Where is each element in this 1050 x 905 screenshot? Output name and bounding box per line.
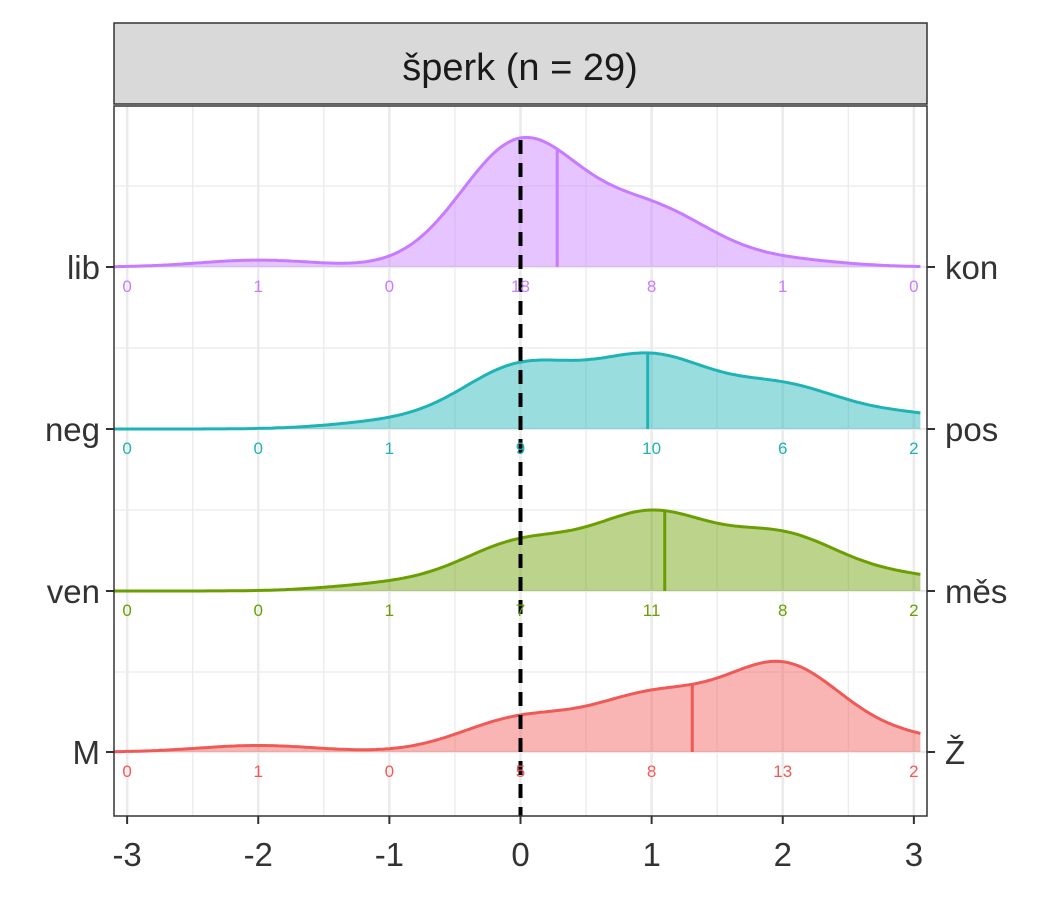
label-layer: 0 1 0 18 8 1 00 0 1 9 10 6 20 0 1 7 11 8 20 1 0 5 8 13 2 bbox=[122, 277, 918, 781]
count-label: 0 bbox=[122, 762, 131, 781]
count-label: 0 bbox=[254, 601, 263, 620]
y-label-right-Ž: Ž bbox=[945, 734, 965, 771]
count-label: 1 bbox=[385, 601, 394, 620]
ridge-line-neg bbox=[114, 351, 921, 431]
y-label-left-neg: neg bbox=[45, 411, 100, 448]
ridge-area-ven bbox=[114, 510, 921, 591]
x-tick-label: -3 bbox=[112, 836, 141, 873]
count-label: 0 bbox=[122, 439, 131, 458]
y-label-right-kon: kon bbox=[945, 249, 998, 286]
ridge-line-M bbox=[113, 659, 921, 754]
count-label: 2 bbox=[909, 439, 918, 458]
count-label: 1 bbox=[254, 277, 263, 296]
count-label: 2 bbox=[909, 601, 918, 620]
count-label: 18 bbox=[511, 277, 530, 296]
y-label-right-měs: měs bbox=[945, 573, 1007, 610]
count-label: 5 bbox=[516, 762, 525, 781]
count-label: 0 bbox=[385, 277, 394, 296]
count-label: 1 bbox=[254, 762, 263, 781]
count-label: 7 bbox=[516, 601, 525, 620]
count-label: 0 bbox=[385, 762, 394, 781]
y-label-right-pos: pos bbox=[945, 411, 998, 448]
facet-title: šperk (n = 29) bbox=[402, 47, 638, 89]
x-tick-label: -1 bbox=[375, 836, 404, 873]
count-label: 1 bbox=[778, 277, 787, 296]
count-label: 1 bbox=[385, 439, 394, 458]
x-tick-label: 1 bbox=[642, 836, 660, 873]
count-label: 2 bbox=[909, 762, 918, 781]
count-label: 9 bbox=[516, 439, 525, 458]
count-label: 0 bbox=[122, 277, 131, 296]
count-label: 0 bbox=[254, 439, 263, 458]
count-label: 0 bbox=[122, 601, 131, 620]
axis-layer: lib kon neg pos ven měs M Ž -3 -2 -1 0 1 2 3 bbox=[45, 249, 1007, 873]
count-label: 8 bbox=[647, 762, 656, 781]
ridge-line-lib bbox=[113, 135, 921, 269]
count-label: 10 bbox=[642, 439, 661, 458]
count-label: 8 bbox=[647, 277, 656, 296]
x-tick-label: 3 bbox=[905, 836, 923, 873]
count-label: 11 bbox=[643, 601, 661, 620]
facet-strip bbox=[113, 22, 928, 105]
x-tick-label: -2 bbox=[244, 836, 273, 873]
x-tick-label: 0 bbox=[511, 836, 529, 873]
count-label: 13 bbox=[773, 762, 792, 781]
count-label: 0 bbox=[909, 277, 918, 296]
count-label: 6 bbox=[778, 439, 787, 458]
ridge-layer bbox=[113, 135, 921, 816]
count-label: 8 bbox=[778, 601, 787, 620]
x-tick-label: 2 bbox=[774, 836, 792, 873]
y-label-left-lib: lib bbox=[67, 249, 100, 286]
y-label-left-ven: ven bbox=[47, 573, 100, 610]
ridge-area-M bbox=[114, 661, 921, 752]
y-label-left-M: M bbox=[73, 734, 101, 771]
ridge-line-ven bbox=[114, 508, 921, 593]
